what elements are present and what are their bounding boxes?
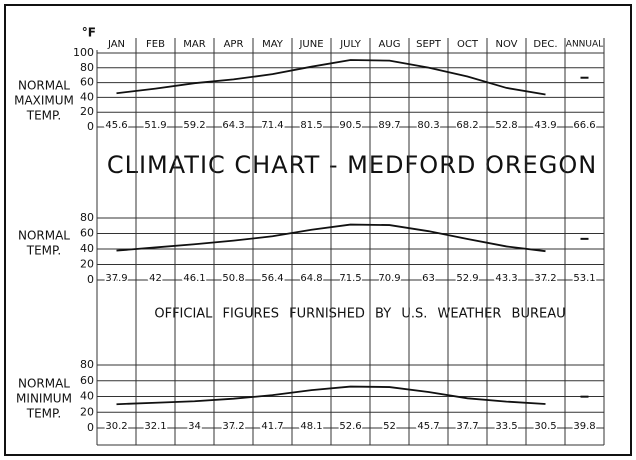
x-tick-label: OCT [457,39,479,50]
y-axis-label: TEMP. [26,407,61,421]
x-tick-label: MAR [183,39,205,50]
value-label: 64.3 [222,120,244,131]
x-tick-label: MAY [262,39,284,50]
value-label: 52.6 [339,421,361,432]
value-label: 43.3 [495,273,517,284]
y-tick-label: 60 [80,374,94,387]
value-label: 90.5 [339,120,361,131]
y-tick-label: 20 [80,258,94,271]
y-axis-label: MAXIMUM [14,94,74,108]
value-label: 53.1 [573,273,595,284]
value-label: 33.5 [495,421,517,432]
value-label: 45.7 [417,421,439,432]
x-tick-label: APR [224,39,244,50]
y-tick-label: 20 [80,105,94,118]
note: OFFICIAL FIGURES FURNISHED BY U.S. WEATH… [154,307,565,322]
value-label: 50.8 [222,273,244,284]
y-tick-label: 80 [80,211,94,224]
value-label: 30.5 [534,421,556,432]
value-label: 46.1 [183,273,205,284]
y-tick-label: 100 [73,46,94,59]
data-line [116,223,546,253]
y-tick-label: 40 [80,242,94,255]
unit-label: °F [82,26,96,40]
y-axis-label: MINIMUM [16,392,72,406]
value-label: 70.9 [378,273,400,284]
y-tick-label: 40 [80,90,94,103]
value-label: 81.5 [300,120,322,131]
y-axis-label: TEMP. [26,244,61,258]
value-label: 52.8 [495,120,517,131]
y-tick-label: 0 [87,273,94,286]
value-label: 34 [188,421,201,432]
data-line [116,385,546,406]
value-label: 42 [149,273,162,284]
x-tick-label: NOV [495,39,517,50]
y-tick-label: 0 [87,421,94,434]
value-label: 52.9 [456,273,478,284]
value-label: 37.2 [534,273,556,284]
value-label: 43.9 [534,120,556,131]
y-axis-label: NORMAL [18,229,70,243]
value-label: 37.7 [456,421,478,432]
value-label: 41.7 [261,421,283,432]
value-label: 71.4 [261,120,283,131]
y-tick-label: 60 [80,227,94,240]
value-label: 68.2 [456,120,478,131]
x-tick-label: FEB [146,39,165,50]
value-label: 59.2 [183,120,205,131]
x-tick-label: DEC. [533,39,557,50]
y-axis-label: NORMAL [18,79,70,93]
x-tick-label: ANNUAL [566,40,603,50]
y-tick-label: 0 [87,120,94,133]
y-axis-label: NORMAL [18,377,70,391]
value-label: 56.4 [261,273,283,284]
value-label: 66.6 [573,120,595,131]
x-tick-label: JAN [107,39,125,50]
x-tick-label: JULY [339,39,362,50]
y-tick-label: 20 [80,405,94,418]
value-label: 48.1 [300,421,322,432]
x-tick-label: SEPT [416,39,442,50]
value-label: 52 [383,421,396,432]
value-label: 37.2 [222,421,244,432]
x-tick-label: AUG [379,39,401,50]
border [4,4,632,456]
value-label: 39.8 [573,421,595,432]
y-axis-label: TEMP. [26,109,61,123]
value-label: 45.6 [105,120,127,131]
value-label: 71.5 [339,273,361,284]
x-tick-label: JUNE [298,39,323,50]
chart-title: CLIMATIC CHART - MEDFORD OREGON [107,151,597,179]
value-label: 80.3 [417,120,439,131]
value-label: 89.7 [378,120,400,131]
y-tick-label: 60 [80,76,94,89]
value-label: 32.1 [144,421,166,432]
value-label: 30.2 [105,421,127,432]
y-tick-label: 80 [80,358,94,371]
value-label: 63 [422,273,435,284]
y-tick-label: 80 [80,61,94,74]
value-label: 51.9 [144,120,166,131]
data-line [116,59,546,96]
y-tick-label: 40 [80,390,94,403]
value-label: 37.9 [105,273,127,284]
value-label: 64.8 [300,273,322,284]
